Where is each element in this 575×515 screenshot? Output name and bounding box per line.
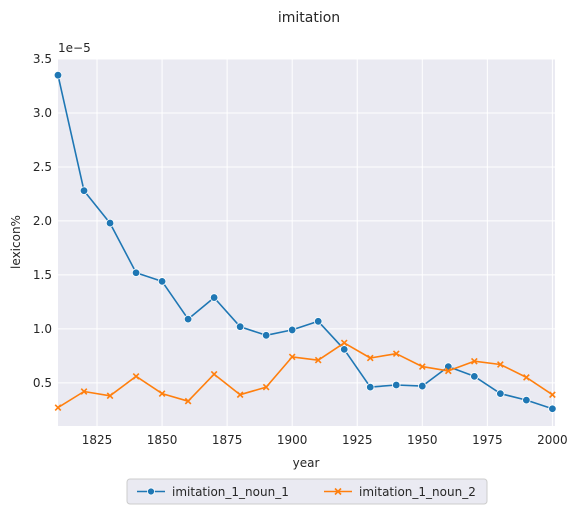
data-point-series-1 <box>105 218 115 228</box>
data-point-series-2 <box>288 353 296 361</box>
data-point-series-2 <box>210 370 218 378</box>
data-point-series-2 <box>158 390 166 397</box>
data-point-series-2 <box>523 374 530 381</box>
data-point-series-2 <box>470 357 478 365</box>
data-point-series-2 <box>366 354 374 362</box>
legend-label-series-1: imitation_1_noun_1 <box>172 485 289 499</box>
data-point-series-2 <box>80 388 88 395</box>
series-line-1 <box>57 75 553 410</box>
y-tick-label: 2.0 <box>33 214 52 228</box>
data-point-series-2 <box>184 397 192 405</box>
data-point-series-2 <box>418 363 426 370</box>
y-axis-label: lexicon% <box>9 215 23 269</box>
y-tick-label: 2.5 <box>33 160 52 174</box>
data-point-series-1 <box>261 331 271 340</box>
y-scale-label: 1e−5 <box>58 41 91 55</box>
data-point-series-1 <box>157 277 167 286</box>
data-point-series-2 <box>314 356 322 364</box>
data-point-series-2 <box>444 367 452 375</box>
data-point-series-1 <box>209 293 219 302</box>
data-point-series-1 <box>235 322 245 331</box>
data-point-series-2 <box>392 350 400 358</box>
x-tick-label: 1850 <box>147 433 178 447</box>
data-point-series-1 <box>287 325 297 335</box>
x-tick-label: 1925 <box>342 433 373 447</box>
data-point-series-1 <box>470 372 479 381</box>
data-point-series-1 <box>418 381 427 391</box>
legend-marker-series-1 <box>147 487 155 496</box>
data-point-series-2 <box>54 404 62 412</box>
data-point-series-1 <box>131 268 141 277</box>
data-point-series-1 <box>79 186 89 195</box>
data-point-series-1 <box>53 70 63 80</box>
x-tick-label: 1825 <box>82 433 113 447</box>
data-point-series-1 <box>366 382 375 392</box>
y-tick-label: 1.0 <box>33 322 52 336</box>
legend: imitation_1_noun_1 imitation_1_noun_2 <box>126 478 488 505</box>
legend-marker-series-2 <box>334 487 342 496</box>
series-layer <box>53 70 557 413</box>
y-tick-label: 1.5 <box>33 268 52 282</box>
data-point-series-1 <box>496 389 505 398</box>
data-point-series-2 <box>262 383 270 391</box>
legend-box <box>126 478 488 505</box>
data-point-series-2 <box>132 372 140 380</box>
data-point-series-1 <box>548 404 557 413</box>
data-point-series-2 <box>549 391 556 399</box>
y-tick-label: 0.5 <box>33 376 52 390</box>
data-point-series-1 <box>522 395 531 405</box>
x-tick-label: 1950 <box>407 433 438 447</box>
x-tick-label: 1900 <box>277 433 308 447</box>
legend-label-series-2: imitation_1_noun_2 <box>359 485 476 499</box>
x-tick-label: 1875 <box>212 433 243 447</box>
data-point-series-1 <box>314 317 323 326</box>
x-tick-labels: 1825 1850 1875 1900 1925 1950 1975 2000 <box>82 433 568 447</box>
series-line-2 <box>57 342 553 409</box>
data-point-series-1 <box>340 345 349 354</box>
x-axis-label: year <box>293 456 320 470</box>
data-point-series-1 <box>183 314 193 324</box>
y-tick-labels: 0.5 1.0 1.5 2.0 2.5 3.0 3.5 <box>33 52 52 390</box>
plot-area <box>58 59 555 426</box>
y-tick-label: 3.5 <box>33 52 52 66</box>
data-point-series-2 <box>236 391 244 399</box>
x-tick-label: 2000 <box>537 433 568 447</box>
data-point-series-2 <box>496 361 504 368</box>
y-tick-label: 3.0 <box>33 106 52 120</box>
data-point-series-2 <box>106 392 114 400</box>
data-point-series-1 <box>392 380 401 390</box>
data-point-series-2 <box>340 339 348 347</box>
chart-title: imitation <box>278 10 340 26</box>
x-tick-label: 1975 <box>472 433 503 447</box>
